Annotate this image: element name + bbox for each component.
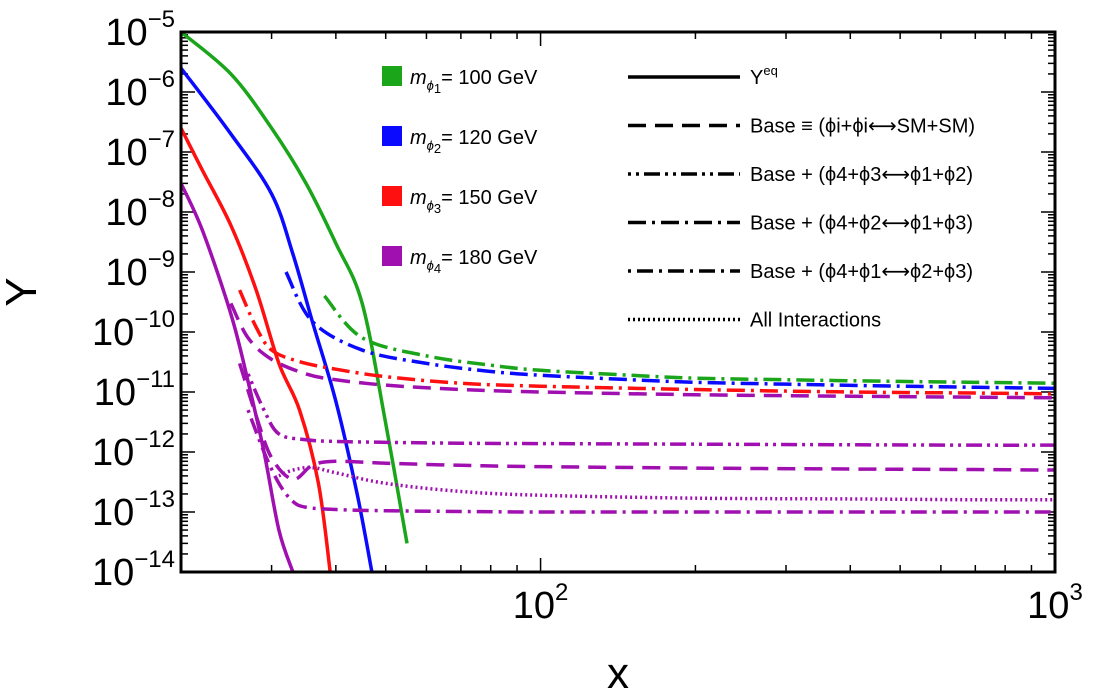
mass-legend-swatch (382, 186, 402, 206)
mass-legend-label: mϕ1= 100 GeV (410, 67, 538, 96)
series-line (229, 302, 1055, 400)
mass-legend-label: mϕ3= 150 GeV (410, 187, 538, 216)
mass-legend-label: mϕ4= 180 GeV (410, 247, 538, 276)
y-tick-label: 10−10 (92, 306, 175, 354)
series-line (278, 465, 1055, 502)
mass-legend-swatch (382, 126, 402, 146)
y-tick-label: 10−9 (105, 246, 175, 294)
series-line (246, 409, 1055, 514)
mass-legend: mϕ1= 100 GeV mϕ2= 120 GeV mϕ3= 150 GeV mϕ4=… (382, 66, 538, 276)
y-tick-label: 10−14 (92, 546, 175, 594)
x-tick-labels: 102 103 (513, 579, 1083, 627)
mass-legend-swatch (382, 66, 402, 86)
y-tick-label: 10−11 (94, 366, 175, 414)
x-tick-label: 102 (513, 579, 569, 627)
series-line (323, 294, 1055, 385)
y-tick-label: 10−6 (105, 66, 175, 114)
style-legend-label: All Interactions (750, 310, 881, 332)
y-axis-title: Y (0, 277, 46, 306)
y-tick-label: 10−13 (92, 486, 175, 534)
series-line (246, 373, 1055, 447)
y-tick-label: 10−8 (105, 186, 175, 234)
style-legend-label: Base + (ϕ4+ϕ1⟷ϕ2+ϕ3) (750, 261, 973, 283)
style-legend-label: Base + (ϕ4+ϕ3⟷ϕ1+ϕ2) (750, 164, 973, 186)
style-legend-label: Base ≡ (ϕi+ϕi⟷SM+SM) (750, 116, 975, 138)
x-tick-label: 103 (1027, 579, 1083, 627)
style-legend-label: Base + (ϕ4+ϕ2⟷ϕ1+ϕ3) (750, 213, 973, 235)
mass-legend-swatch (382, 246, 402, 266)
series-line (181, 32, 409, 544)
series-line (181, 127, 332, 572)
plot-frame (179, 30, 1057, 574)
y-tick-labels: 10−5 10−6 10−7 10−8 10−9 10−10 10−11 10−12 10−13… (92, 6, 175, 594)
series-group (181, 32, 1055, 572)
mass-legend-label: mϕ2= 120 GeV (410, 127, 538, 156)
style-legend-label: Yeq (750, 63, 778, 89)
series-line (238, 289, 1055, 396)
series-line (237, 362, 1055, 482)
series-line (181, 67, 374, 572)
series-line (284, 271, 1055, 391)
style-legend: Yeq Base ≡ (ϕi+ϕi⟷SM+SM) Base + (ϕ4+ϕ3⟷ϕ1+… (628, 63, 975, 332)
x-axis-title: x (607, 649, 629, 696)
tick-marks (180, 31, 1056, 573)
y-tick-label: 10−5 (105, 6, 175, 54)
y-tick-label: 10−7 (105, 126, 175, 174)
y-tick-label: 10−12 (92, 426, 175, 474)
series-line (181, 182, 295, 572)
